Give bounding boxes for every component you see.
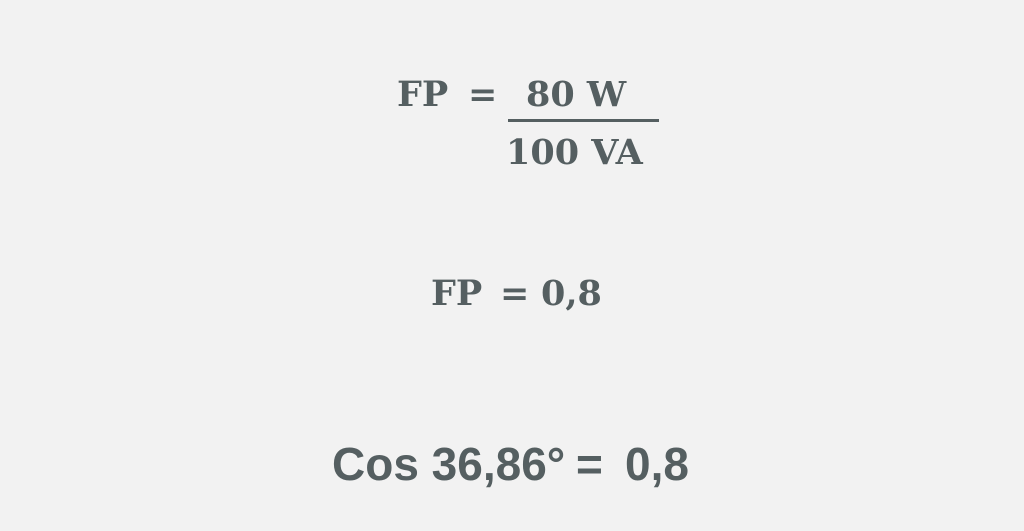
eq3-equals: = bbox=[576, 438, 603, 490]
eq1-equals: = bbox=[468, 74, 498, 115]
eq1-lhs: FP bbox=[397, 74, 449, 115]
eq3-lhs: Cos 36,86° bbox=[332, 438, 566, 490]
eq1-numerator: 80 W bbox=[526, 74, 627, 115]
eq2-equals: = bbox=[500, 273, 530, 314]
eq2-lhs: FP bbox=[431, 273, 483, 314]
fraction-bar bbox=[508, 119, 659, 122]
eq3-rhs: 0,8 bbox=[625, 438, 689, 490]
eq1-denominator: 100 VA bbox=[506, 132, 643, 173]
eq2-rhs: 0,8 bbox=[541, 273, 602, 314]
